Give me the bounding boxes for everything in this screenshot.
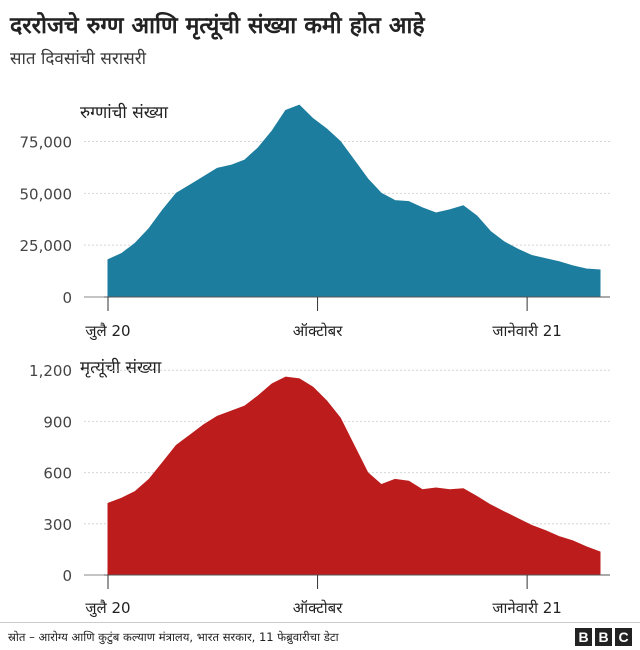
chart-panel-cases: रुग्णांची संख्या 0 25,000 50,000 75,000 जुलै … (20, 102, 610, 341)
footer-divider (0, 622, 640, 623)
y-tick-label: 300 (43, 516, 72, 534)
y-tick-label: 900 (43, 413, 72, 431)
series-area (107, 376, 601, 576)
y-tick-label: 0 (62, 567, 72, 585)
bbc-logo-letter: C (615, 628, 632, 646)
x-tick-label: जुलै 20 (85, 322, 130, 341)
x-tick-label: जुलै 20 (85, 599, 130, 618)
source-note: स्रोत – आरोग्य आणि कुटुंब कल्याण मंत्राल… (8, 630, 339, 644)
bbc-logo-letter: B (595, 628, 612, 646)
y-tick-label: 50,000 (20, 185, 73, 203)
chart-subtitle: सात दिवसांची सरासरी (10, 49, 147, 69)
chart-panel-deaths: मृत्यूंची संख्या 0 300 600 900 1,200 जुलै 20 ऑक… (29, 357, 610, 618)
panel-title: रुग्णांची संख्या (80, 102, 169, 123)
x-tick-label: जानेवारी 21 (492, 322, 561, 340)
bbc-logo: B B C (575, 628, 632, 646)
chart-title: दररोजचे रुग्ण आणि मृत्यूंची संख्या कमी ह… (10, 13, 425, 39)
x-tick-label: जानेवारी 21 (492, 599, 561, 617)
panel-title: मृत्यूंची संख्या (80, 357, 162, 378)
y-tick-label: 1,200 (29, 362, 72, 380)
y-tick-label: 0 (62, 289, 72, 307)
y-tick-label: 75,000 (20, 133, 73, 151)
y-tick-label: 25,000 (20, 237, 73, 255)
x-tick-label: ऑक्टोबर (293, 599, 344, 617)
x-tick-label: ऑक्टोबर (293, 322, 344, 340)
series-area (107, 104, 601, 298)
y-tick-label: 600 (43, 465, 72, 483)
bbc-logo-letter: B (575, 628, 592, 646)
